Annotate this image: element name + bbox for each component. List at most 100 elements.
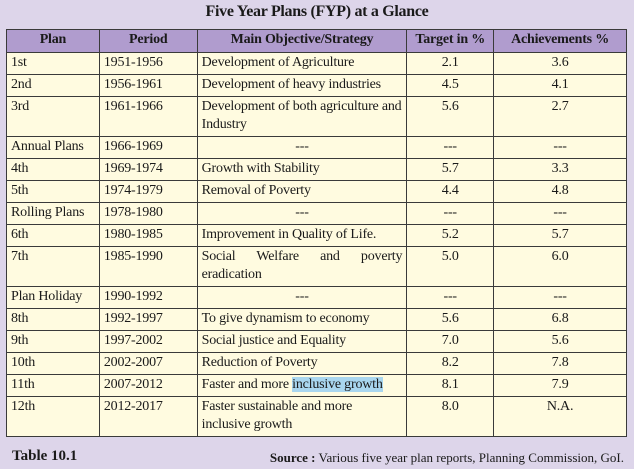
cell-plan: 4th [6, 158, 100, 181]
cell-plan: 5th [6, 180, 100, 203]
cell-period: 2012-2017 [98, 396, 198, 437]
cell-objective: --- [196, 136, 408, 159]
cell-plan-text: 3rd [11, 99, 30, 114]
cell-period: 1961-1966 [98, 96, 198, 137]
cell-period: 1997-2002 [98, 330, 198, 353]
cell-objective: To give dynamism to economy [196, 308, 408, 331]
table-row: 3rd 1961-1966 Development of both agricult… [6, 96, 627, 137]
table-row: 7th 1985-1990 Social Welfare and poverty e… [6, 246, 627, 287]
table-row: 6th 1980-1985 Improvement in Quality of Li… [6, 224, 627, 247]
header-objective: Main Objective/Strategy [196, 29, 408, 53]
cell-period-text: 1966-1969 [103, 139, 163, 154]
cell-plan-text: 4th [11, 161, 29, 176]
cell-achievement: 7.9 [493, 374, 627, 397]
cell-period: 1966-1969 [98, 136, 198, 159]
cell-objective: Growth with Stability [196, 158, 408, 181]
cell-plan-text: 7th [11, 249, 29, 264]
cell-plan: 6th [6, 224, 100, 247]
cell-target: --- [406, 286, 495, 309]
cell-period: 1980-1985 [98, 224, 198, 247]
cell-target: 8.2 [406, 352, 495, 375]
table-row: 8th 1992-1997 To give dynamism to economy 5… [6, 308, 627, 331]
cell-period: 1992-1997 [98, 308, 198, 331]
cell-target: 5.6 [406, 308, 495, 331]
cell-target: 2.1 [406, 52, 495, 75]
cell-plan: 10th [6, 352, 100, 375]
cell-period-text: 2002-2007 [103, 355, 163, 370]
cell-achievement-text: 4.1 [551, 77, 569, 92]
header-achievement: Achievements % [493, 29, 627, 53]
highlighted-text[interactable]: inclusive growth [292, 377, 383, 392]
cell-objective-text: Faster and more [201, 377, 293, 392]
table-row: 11th 2007-2012 Faster and more inclusive g… [6, 374, 627, 397]
cell-target: 8.0 [406, 396, 495, 437]
cell-objective-text: Social justice and Equality [201, 333, 346, 348]
cell-objective: Social justice and Equality [196, 330, 408, 353]
cell-period-text: 1961-1966 [103, 99, 163, 114]
cell-period-text: 1985-1990 [103, 249, 163, 264]
cell-target: 5.2 [406, 224, 495, 247]
cell-achievement: --- [493, 202, 627, 225]
header-period: Period [98, 29, 198, 53]
cell-target: 4.4 [406, 180, 495, 203]
cell-plan-text: 10th [11, 355, 36, 370]
cell-plan-text: 9th [11, 333, 29, 348]
cell-objective-text: Development of Agriculture [201, 55, 355, 70]
cell-achievement-text: --- [553, 139, 567, 154]
cell-plan: 8th [6, 308, 100, 331]
cell-objective: Faster sustainable and more inclusive gr… [196, 396, 408, 437]
cell-target: 5.7 [406, 158, 495, 181]
table-row: 12th 2012-2017 Faster sustainable and more… [6, 396, 627, 437]
cell-period-text: 1956-1961 [103, 77, 163, 92]
table-row: 2nd 1956-1961 Development of heavy industr… [6, 74, 627, 97]
cell-period: 1985-1990 [98, 246, 198, 287]
cell-achievement-text: 6.8 [551, 311, 569, 326]
cell-target-text: --- [443, 289, 458, 304]
table-label: Table 10.1 [12, 448, 78, 464]
cell-plan: 12th [6, 396, 100, 437]
cell-plan: Plan Holiday [6, 286, 100, 309]
cell-objective-text: --- [295, 289, 309, 304]
table-row: 9th 1997-2002 Social justice and Equality 7… [6, 330, 627, 353]
source-note: Source : Various five year plan reports,… [270, 450, 624, 466]
cell-objective-text: --- [295, 205, 309, 220]
cell-target: --- [406, 136, 495, 159]
table-row: Plan Holiday 1990-1992 --- --- --- [6, 286, 627, 309]
cell-objective-text: Removal of Poverty [201, 183, 311, 198]
cell-achievement-text: 5.6 [551, 333, 569, 348]
cell-achievement-text: --- [553, 289, 567, 304]
cell-plan: 2nd [6, 74, 100, 97]
cell-objective: Reduction of Poverty [196, 352, 408, 375]
cell-plan-text: 5th [11, 183, 29, 198]
cell-achievement: --- [493, 136, 627, 159]
cell-target-text: 5.6 [441, 311, 459, 326]
cell-plan-text: 8th [11, 311, 29, 326]
cell-period: 1978-1980 [98, 202, 198, 225]
cell-plan: 3rd [6, 96, 100, 137]
cell-achievement: 6.8 [493, 308, 627, 331]
cell-period: 2007-2012 [98, 374, 198, 397]
cell-target: 7.0 [406, 330, 495, 353]
cell-period-text: 1997-2002 [103, 333, 163, 348]
cell-target-text: 4.4 [441, 183, 459, 198]
cell-objective-text: Development of heavy industries [201, 77, 381, 92]
cell-plan-text: 12th [11, 399, 36, 414]
table-row: 4th 1969-1974 Growth with Stability 5.7 3.3 [6, 158, 627, 181]
header-plan: Plan [6, 29, 100, 53]
cell-achievement: 4.8 [493, 180, 627, 203]
cell-target: 5.6 [406, 96, 495, 137]
cell-objective-text: --- [295, 139, 309, 154]
cell-target-text: 5.6 [441, 99, 459, 114]
cell-objective: Development of Agriculture [196, 52, 408, 75]
five-year-plans-table: Plan Period Main Objective/Strategy Targ… [6, 29, 627, 437]
cell-period-text: 1951-1956 [103, 55, 163, 70]
cell-period-text: 1992-1997 [103, 311, 163, 326]
cell-objective: --- [196, 286, 408, 309]
cell-target-text: 2.1 [441, 55, 459, 70]
cell-period-text: 1969-1974 [103, 161, 163, 176]
cell-achievement-text: N.A. [546, 399, 574, 414]
cell-period: 1956-1961 [98, 74, 198, 97]
cell-objective-text: Improvement in Quality of Life. [201, 227, 377, 242]
cell-plan-text: Plan Holiday [11, 289, 83, 304]
cell-period: 1951-1956 [98, 52, 198, 75]
